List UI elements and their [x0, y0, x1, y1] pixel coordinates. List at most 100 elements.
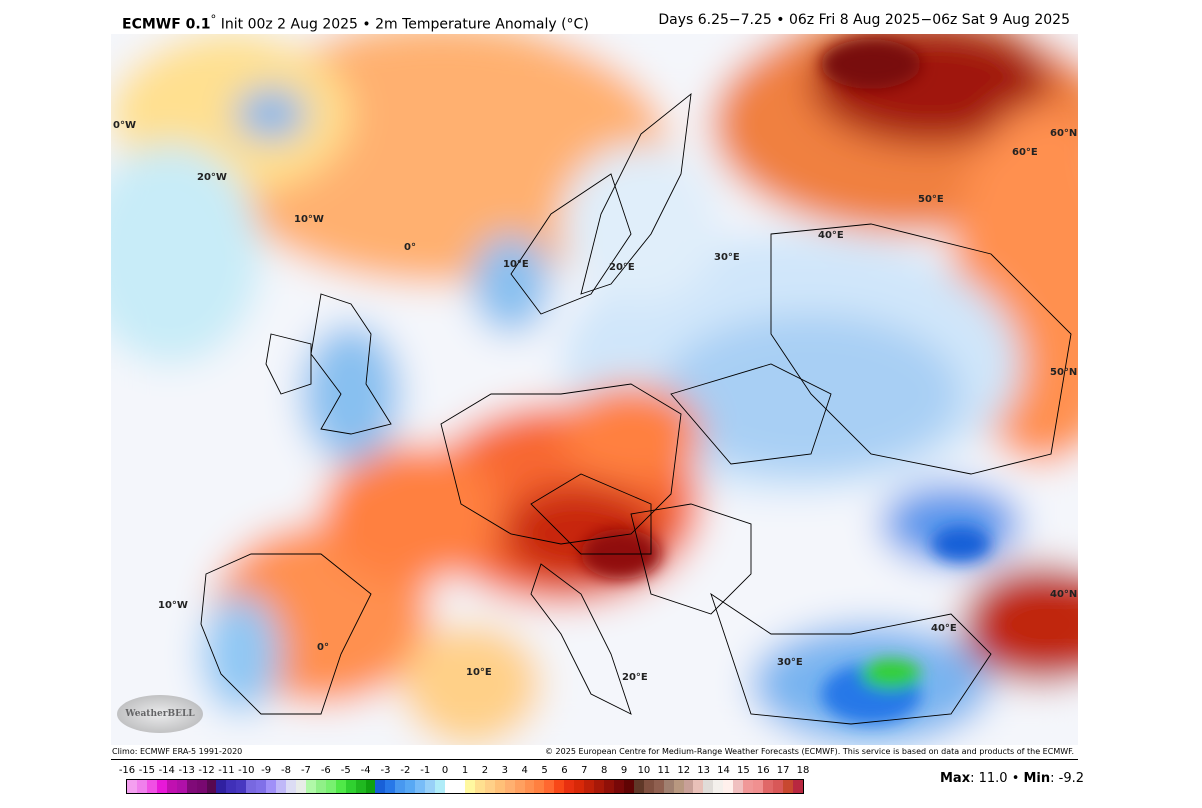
colorbar-swatch [464, 780, 475, 793]
colorbar-tick: -2 [400, 765, 411, 776]
colorbar-tick: 10 [637, 765, 651, 776]
colorbar-swatch [693, 780, 704, 793]
colorbar-swatch [196, 780, 207, 793]
colorbar-swatch [335, 780, 346, 793]
colorbar-tick: 17 [776, 765, 790, 776]
grid-label: 40°E [818, 230, 844, 241]
colorbar-swatch [574, 780, 585, 793]
colorbar-swatch [405, 780, 416, 793]
max-label: Max [940, 771, 971, 786]
colorbar-tick: -16 [118, 765, 136, 776]
grid-label: 10°W [294, 214, 324, 225]
colorbar-swatch [216, 780, 227, 793]
colorbar-swatch [723, 780, 734, 793]
colorbar-swatch [325, 780, 336, 793]
colorbar-tick: 16 [756, 765, 770, 776]
colorbar-swatch [514, 780, 525, 793]
colorbar-swatch [186, 780, 197, 793]
grid-label: 20°E [609, 262, 635, 273]
colorbar-swatch [415, 780, 426, 793]
colorbar-swatch [594, 780, 604, 793]
weatherbell-logo: WeatherBELL [117, 695, 203, 733]
colorbar-swatch [425, 780, 436, 793]
colorbar-swatch [544, 780, 555, 793]
colorbar-swatch [176, 780, 187, 793]
colorbar-swatch [276, 780, 286, 793]
colorbar-swatch [743, 780, 754, 793]
grid-label: 60°N [1050, 128, 1078, 139]
model-name: ECMWF 0.1 [122, 16, 211, 33]
country-borders [200, 92, 1072, 725]
colorbar-tick: -10 [238, 765, 255, 776]
colorbar-swatch [643, 780, 654, 793]
colorbar-swatch [564, 780, 575, 793]
colorbar-tick: 5 [541, 765, 548, 776]
colorbar-tick: -8 [281, 765, 292, 776]
colorbar-swatch [524, 780, 535, 793]
grid-label: 10°E [503, 259, 529, 270]
colorbar-tick: 4 [521, 765, 528, 776]
colorbar-tick: 0 [441, 765, 449, 776]
colorbar-swatch [683, 780, 694, 793]
colorbar-tick: -3 [380, 765, 391, 776]
colorbar-swatch [166, 780, 177, 793]
colorbar-swatch [146, 780, 157, 793]
colorbar-swatch [713, 780, 724, 793]
colorbar-swatch [206, 780, 217, 793]
colorbar-swatch [345, 780, 356, 793]
colorbar-swatch [226, 780, 237, 793]
grid-label: 40°E [931, 623, 957, 634]
colorbar-swatch [623, 780, 634, 793]
colorbar-swatch [355, 780, 366, 793]
colorbar-swatch [445, 780, 455, 793]
colorbar-swatch [494, 780, 505, 793]
colorbar-ticks: -16 -15 -14 -13 -12 -11 -10 -9 -8 -7 -6 -5 -4 -3 -2 -1 0… [119, 765, 810, 779]
colorbar-swatch [584, 780, 595, 793]
colorbar-tick: -15 [138, 765, 156, 776]
climo-note: Climo: ECMWF ERA-5 1991-2020 [112, 747, 243, 756]
colorbar-swatch [375, 780, 386, 793]
colorbar-swatch [613, 780, 624, 793]
grid-label: 20°E [622, 672, 648, 683]
colorbar-tick: -12 [198, 765, 215, 776]
colorbar-tick: 2 [481, 765, 489, 776]
credit-bar: Climo: ECMWF ERA-5 1991-2020 © 2025 Euro… [111, 745, 1078, 760]
colorbar-tick: 13 [697, 765, 710, 776]
colorbar-swatch [534, 780, 545, 793]
copyright-note: © 2025 European Centre for Medium-Range … [545, 747, 1074, 756]
colorbar-swatch [385, 780, 396, 793]
colorbar-swatch [136, 780, 147, 793]
grid-label: 30°E [714, 252, 740, 263]
colorbar-swatch [703, 780, 714, 793]
valid-period: Days 6.25−7.25 • 06z Fri 8 Aug 2025−06z … [658, 12, 1070, 28]
grid-label: 30°E [777, 657, 803, 668]
colorbar-tick: 1 [461, 765, 469, 776]
grid-label: 0° [404, 242, 416, 253]
grid-label: 50°N [1050, 367, 1078, 378]
colorbar-tick: 6 [561, 765, 568, 776]
grid-label: 0°W [113, 120, 136, 131]
map-title: ECMWF 0.1° Init 00z 2 Aug 2025 • 2m Temp… [122, 12, 589, 33]
min-value: : -9.2 [1050, 771, 1085, 786]
colorbar-swatch [256, 780, 267, 793]
colorbar-swatch [305, 780, 316, 793]
colorbar-tick: -7 [300, 765, 311, 776]
colorbar-swatch [156, 780, 167, 793]
colorbar-swatch [673, 780, 684, 793]
colorbar-tick: -9 [261, 765, 272, 776]
colorbar-tick: -11 [218, 765, 235, 776]
resolution-degree: ° [210, 12, 217, 26]
colorbar-tick: -14 [158, 765, 175, 776]
grid-label: 20°W [197, 172, 227, 183]
grid-label: 50°E [918, 194, 944, 205]
colorbar-swatch [733, 780, 744, 793]
colorbar-swatch [395, 780, 406, 793]
grid-label: 0° [317, 642, 329, 653]
colorbar-swatch [772, 780, 783, 793]
colorbar-swatch [633, 780, 644, 793]
colorbar-tick: 14 [717, 765, 730, 776]
colorbar-tick: -6 [320, 765, 331, 776]
colorbar-tick: -5 [340, 765, 351, 776]
colorbar-swatch [474, 780, 485, 793]
colorbar-tick: 15 [736, 765, 750, 776]
